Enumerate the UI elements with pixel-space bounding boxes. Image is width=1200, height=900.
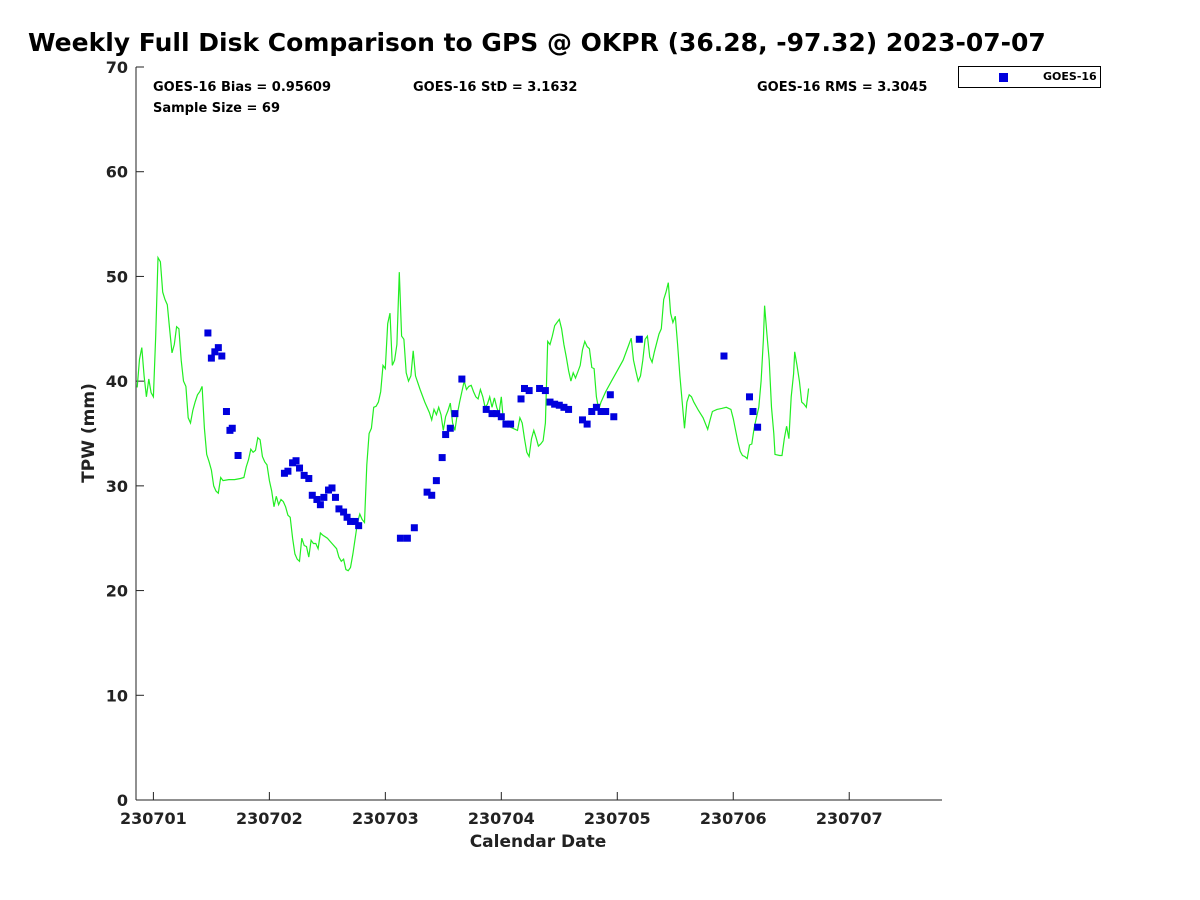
x-tick-label: 230701 (120, 809, 187, 828)
goes16-point (754, 423, 762, 431)
goes16-point (228, 424, 236, 432)
y-tick-label: 40 (106, 372, 128, 391)
y-tick-label: 0 (117, 791, 128, 810)
goes16-point (218, 352, 226, 360)
goes16-point (578, 416, 586, 424)
x-axis-ticks: 230701 230702 230703 230704 230705 230706 2307… (120, 792, 883, 828)
goes16-point (296, 464, 304, 472)
y-tick-label: 60 (106, 163, 128, 182)
goes16-point (507, 420, 515, 428)
y-tick-label: 10 (106, 686, 128, 705)
std-stat: GOES-16 StD = 3.1632 (413, 80, 578, 95)
goes16-point (502, 420, 510, 428)
goes16-point (606, 391, 614, 399)
goes16-point (343, 513, 351, 521)
goes16-point (588, 408, 596, 416)
goes16-point (320, 493, 328, 501)
goes16-point (428, 491, 436, 499)
x-tick-label: 230705 (584, 809, 651, 828)
goes16-point (313, 495, 321, 503)
gps-tpw-line (136, 255, 810, 572)
goes16-point (521, 384, 529, 392)
goes16-point (204, 329, 212, 337)
y-tick-label: 20 (106, 582, 128, 601)
goes16-point (536, 384, 544, 392)
goes16-point (300, 471, 308, 479)
goes16-point (331, 493, 339, 501)
rms-stat: GOES-16 RMS = 3.3045 (757, 80, 928, 95)
bias-stat: GOES-16 Bias = 0.95609 (153, 80, 332, 95)
goes16-point (546, 398, 554, 406)
goes16-point (211, 348, 219, 356)
goes16-point (403, 534, 411, 542)
goes16-point (351, 517, 359, 525)
goes16-point (423, 488, 431, 496)
y-tick-label: 70 (106, 58, 128, 77)
goes16-point (340, 508, 348, 516)
goes16-point (305, 475, 313, 483)
goes16-points-layer (204, 329, 762, 542)
goes16-point (555, 401, 563, 409)
goes16-point (720, 352, 728, 360)
y-axis-label: TPW (mm) (79, 383, 99, 483)
goes16-point (597, 408, 605, 416)
goes16-point (234, 451, 242, 459)
goes16-point (635, 335, 643, 343)
goes16-point (517, 395, 525, 403)
y-tick-label: 50 (106, 267, 128, 286)
goes16-point (458, 375, 466, 383)
goes16-point (432, 477, 440, 485)
goes16-point (355, 522, 363, 530)
goes16-point (335, 505, 343, 513)
goes16-point (442, 431, 450, 439)
goes16-point (560, 403, 568, 411)
goes16-point (493, 410, 501, 418)
chart-title: Weekly Full Disk Comparison to GPS @ OKP… (28, 28, 1046, 57)
goes16-point (749, 408, 757, 416)
goes16-point (488, 410, 496, 418)
sample-size-stat: Sample Size = 69 (153, 101, 281, 116)
goes16-point (316, 501, 324, 509)
goes16-point (482, 405, 490, 413)
goes16-point (308, 491, 316, 499)
goes16-point (551, 400, 559, 408)
legend: GOES-16 (958, 66, 1101, 88)
legend-label-goes16: GOES-16 (1043, 70, 1097, 83)
goes16-point (745, 393, 753, 401)
goes16-point (583, 420, 591, 428)
y-tick-label: 30 (106, 477, 128, 496)
goes16-point (592, 403, 600, 411)
x-tick-label: 230706 (700, 809, 767, 828)
goes16-point (525, 387, 533, 395)
goes16-point (347, 517, 355, 525)
legend-marker-goes16 (999, 73, 1008, 82)
x-axis-label: Calendar Date (470, 832, 607, 852)
goes16-point (292, 457, 300, 465)
x-tick-label: 230702 (236, 809, 303, 828)
x-tick-label: 230707 (816, 809, 883, 828)
goes16-point (328, 484, 336, 492)
goes16-point (602, 408, 610, 416)
goes16-point (396, 534, 404, 542)
x-tick-label: 230703 (352, 809, 419, 828)
goes16-point (497, 413, 505, 421)
goes16-point (565, 405, 573, 413)
goes16-point (214, 344, 222, 352)
y-axis-ticks: 0 10 20 30 40 50 60 70 (106, 58, 144, 810)
goes16-point (410, 524, 418, 532)
goes16-point (438, 454, 446, 462)
goes16-point (451, 410, 459, 418)
goes16-point (207, 354, 215, 362)
goes16-point (446, 424, 454, 432)
gps-line-layer (136, 255, 810, 572)
goes16-point (610, 413, 618, 421)
goes16-point (284, 467, 292, 475)
x-tick-label: 230704 (468, 809, 535, 828)
goes16-point (541, 387, 549, 395)
goes16-point (222, 408, 230, 416)
